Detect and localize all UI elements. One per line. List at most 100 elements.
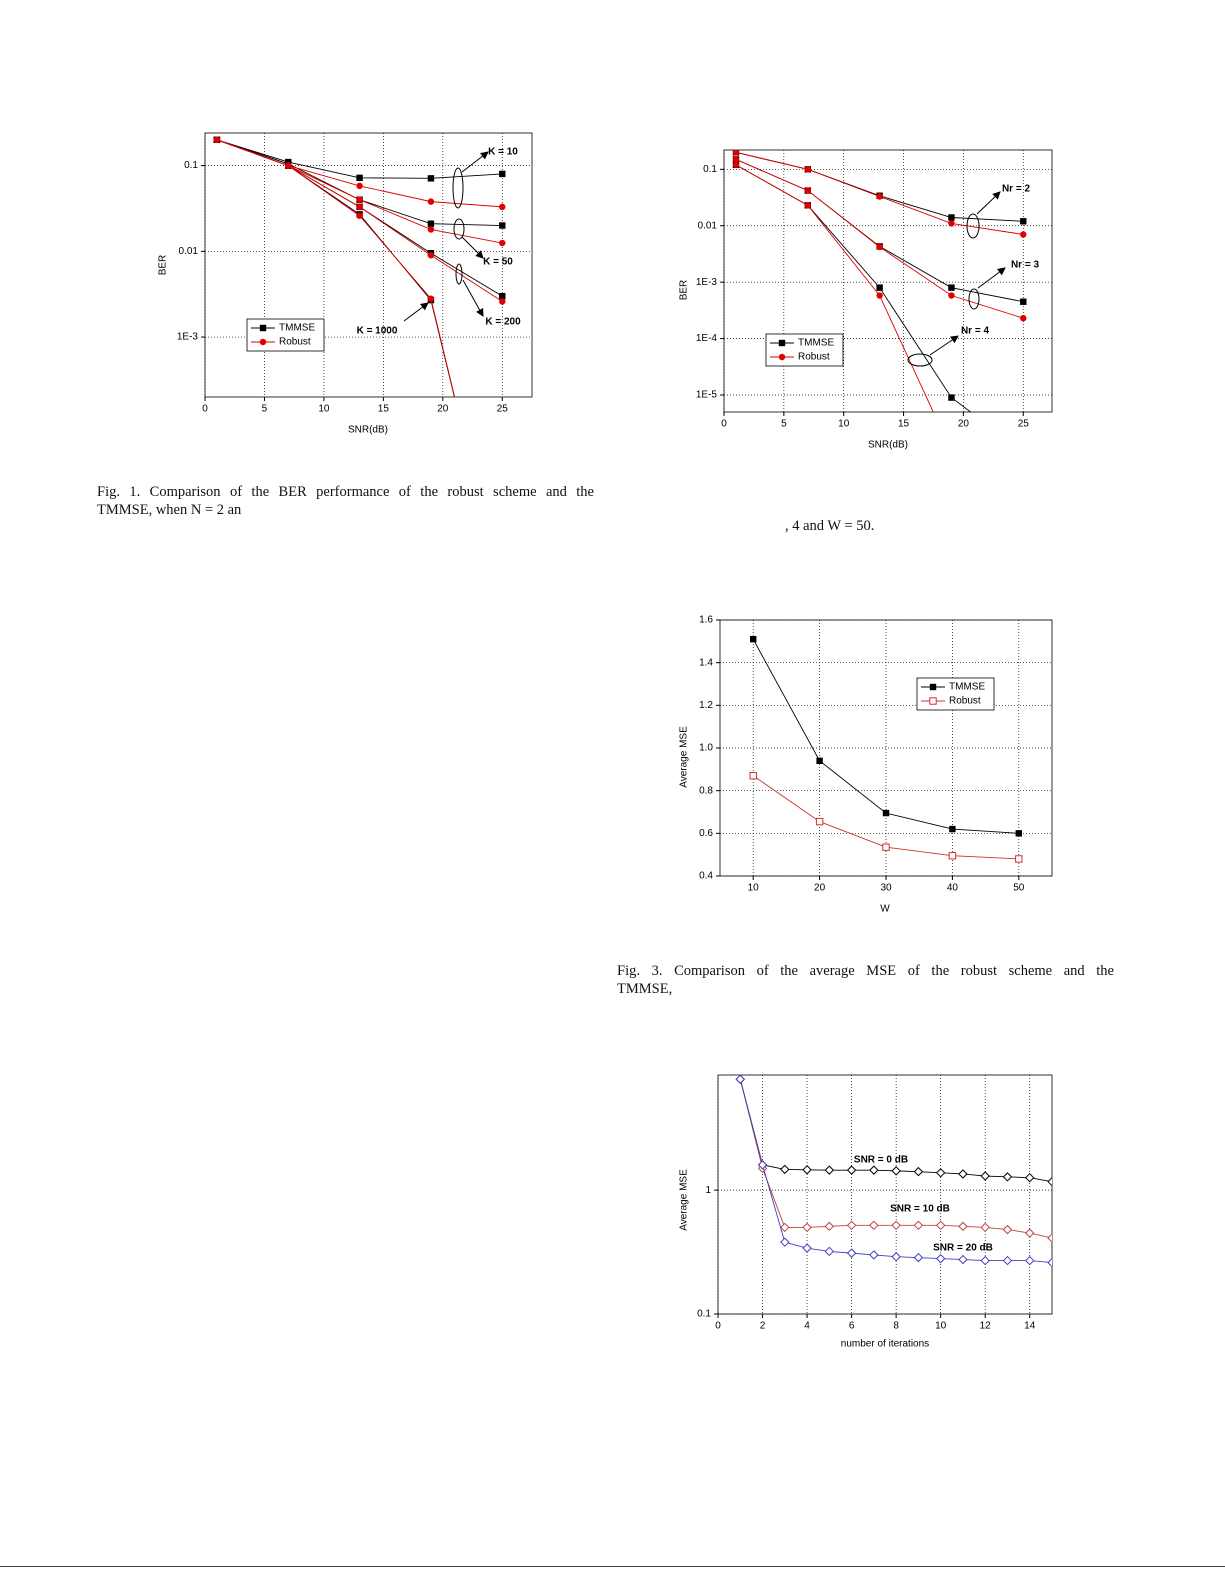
annotation: K = 1000 [357, 326, 398, 337]
annotation-ellipse [453, 218, 465, 240]
x-tick-label: 30 [880, 883, 892, 894]
marker [750, 636, 757, 643]
plot-frame [723, 149, 1053, 413]
marker [356, 174, 363, 182]
marker [259, 324, 267, 332]
annotation-arrow [461, 151, 489, 173]
marker [802, 1222, 812, 1233]
x-tick-label: 8 [893, 1321, 899, 1332]
marker [213, 136, 221, 143]
y-tick-label: 0.1 [184, 160, 198, 171]
marker [1020, 298, 1027, 305]
marker [356, 182, 363, 190]
marker [778, 353, 786, 361]
marker [356, 196, 363, 203]
x-tick-label: 0 [721, 419, 727, 430]
annotation: SNR = 10 dB [890, 1204, 950, 1215]
marker [1025, 1255, 1035, 1266]
y-tick-label: 1E-5 [696, 390, 718, 401]
y-tick-label: 0.01 [698, 220, 718, 231]
marker [804, 187, 811, 194]
x-tick-label: 6 [849, 1321, 855, 1332]
marker [1015, 855, 1023, 863]
marker [824, 1165, 835, 1175]
x-tick-label: 10 [838, 419, 850, 430]
annotation-ellipse [968, 288, 980, 310]
y-tick-label: 1E-3 [696, 277, 718, 288]
marker [815, 817, 824, 826]
marker [1002, 1255, 1013, 1266]
annotation-arrow [462, 279, 484, 317]
annotation-arrow [929, 335, 959, 356]
marker [499, 298, 506, 305]
marker [1025, 1228, 1035, 1238]
annotation: SNR = 0 dB [854, 1155, 908, 1166]
caption-line: Fig. 3. Comparison of the average MSE of… [617, 963, 1114, 979]
marker [735, 1075, 745, 1084]
marker [846, 1220, 857, 1231]
marker [780, 1164, 790, 1175]
x-axis-label: number of iterations [841, 1339, 929, 1350]
marker [882, 843, 890, 851]
marker [913, 1252, 924, 1263]
marker [427, 198, 435, 205]
x-tick-label: 15 [898, 419, 910, 430]
series-line [216, 139, 503, 179]
y-tick-label: 1.2 [699, 700, 713, 711]
caption-line: TMMSE, [617, 981, 673, 997]
chart: 10 20 30 40 50 0.4 0.6 0.8 1.0 1.2 1.4 1.6 W Average … [679, 615, 1053, 915]
annotation: Nr = 2 [1002, 184, 1031, 195]
marker [427, 175, 435, 182]
plot-frame [719, 619, 1053, 877]
marker [802, 1165, 812, 1175]
marker [929, 683, 937, 691]
marker [913, 1166, 924, 1177]
legend-label: TMMSE [279, 323, 315, 334]
marker [356, 212, 363, 219]
y-tick-label: 1.6 [699, 615, 713, 626]
y-axis-label: Average MSE [679, 1169, 690, 1231]
chart: 0 5 10 15 20 25 0.1 0.01 1E-3 1E-4 1E-5 SNR(dB) BER T… [679, 149, 1053, 624]
x-tick-label: 50 [1013, 883, 1025, 894]
annotation-arrow [976, 191, 1001, 215]
marker [1020, 448, 1026, 454]
marker [876, 284, 883, 291]
y-tick-label: 1E-4 [696, 333, 718, 344]
marker [846, 1165, 857, 1175]
marker [913, 1220, 924, 1231]
x-tick-label: 5 [262, 404, 268, 415]
marker [1020, 618, 1026, 624]
annotation-arrow [461, 236, 484, 259]
x-tick-label: 4 [804, 1321, 810, 1332]
x-tick-label: 2 [760, 1321, 766, 1332]
marker [499, 222, 506, 229]
marker [285, 162, 292, 169]
marker [948, 220, 955, 227]
x-tick-label: 20 [437, 404, 449, 415]
x-tick-label: 25 [1018, 419, 1030, 430]
series-line [735, 164, 972, 412]
marker [499, 170, 506, 178]
marker [1020, 218, 1027, 225]
caption-line: Fig. 1. Comparison of the BER performanc… [97, 484, 594, 500]
y-axis-label: BER [158, 255, 169, 276]
marker [935, 1253, 946, 1264]
annotation: K = 10 [488, 147, 518, 158]
marker [1047, 1176, 1052, 1187]
marker [948, 214, 955, 221]
marker [1020, 314, 1027, 322]
y-tick-label: 0.8 [699, 785, 713, 796]
x-axis-label: W [880, 904, 890, 915]
x-tick-label: 10 [318, 404, 330, 415]
annotation-arrow [403, 302, 429, 322]
series-line [735, 158, 1024, 303]
marker [1020, 231, 1027, 238]
marker [802, 1243, 812, 1253]
annotation: SNR = 20 dB [933, 1243, 993, 1254]
marker [980, 1255, 990, 1266]
annotation-ellipse [907, 353, 933, 367]
marker [757, 1160, 768, 1170]
marker [891, 1252, 901, 1262]
marker [1047, 1257, 1052, 1268]
